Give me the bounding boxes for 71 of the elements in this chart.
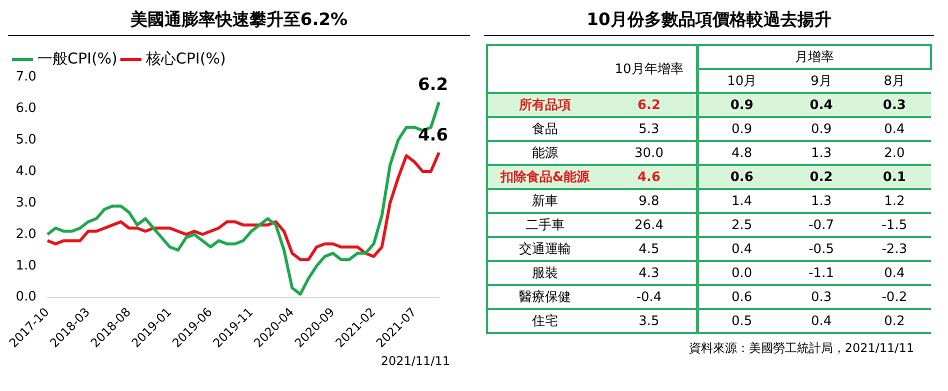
category-label: 新車: [532, 194, 558, 209]
category-label: 扣除食品&能源: [500, 170, 590, 185]
text: 10月份多數品項價格較過去揚升: [484, 8, 934, 36]
text: 0.3: [810, 290, 832, 304]
text: 1.4: [732, 194, 752, 208]
text: 5.3: [638, 122, 660, 136]
text: 1.2: [884, 194, 905, 208]
legend-label: 核心CPI(%): [144, 49, 226, 68]
text: 0.9: [810, 122, 832, 136]
text: 30.0: [634, 146, 664, 160]
category-label: 住宅: [532, 314, 558, 329]
text: 4.3: [638, 266, 660, 280]
category-label: 8月: [858, 69, 931, 93]
y-tick-label: 5.0: [16, 132, 36, 148]
text: 0.0: [732, 266, 752, 280]
text: 4.6: [637, 170, 661, 184]
text: -0.5: [808, 242, 834, 256]
text: 2021/11/11: [380, 354, 451, 368]
text: 1.3: [810, 194, 832, 208]
category-label: 醫療保健: [519, 290, 571, 305]
text: -0.7: [808, 218, 834, 232]
text: 9.8: [638, 194, 660, 208]
category-label: 9月: [784, 69, 858, 93]
y-tick-label: 4.0: [16, 164, 36, 179]
text: 0.4: [884, 122, 905, 136]
text: 6.2: [637, 98, 661, 112]
text: 0.4: [810, 314, 832, 328]
text: 0.4: [732, 242, 752, 256]
source-note: 資料來源：美國勞工統計局，2021/11/11: [688, 340, 915, 357]
text: 0.4: [884, 266, 905, 280]
y-tick-label: 6.0: [16, 100, 36, 116]
text: 2.0: [884, 146, 905, 160]
text: 0.6: [730, 170, 754, 184]
text: -2.3: [882, 242, 908, 256]
text: 0.4: [810, 98, 833, 112]
text: 0.9: [732, 122, 752, 136]
text: 4.5: [638, 242, 660, 256]
data-label: 4.6: [418, 125, 448, 146]
legend-label: 一般CPI(%): [38, 49, 118, 68]
y-tick-label: 7.0: [16, 69, 36, 84]
text: 0.9: [730, 98, 754, 112]
text: -1.1: [808, 266, 834, 280]
category-label: 能源: [532, 146, 558, 161]
text: -1.5: [882, 218, 908, 232]
category-label: 二手車: [526, 218, 564, 233]
text: 0.1: [882, 170, 906, 184]
chart-title: 美國通膨率快速攀升至6.2%: [8, 8, 470, 36]
y-tick-label: 3.0: [16, 195, 36, 210]
text: -0.2: [882, 290, 908, 304]
text: 0.5: [732, 314, 752, 328]
category-label: 食品: [532, 122, 558, 137]
text: 2.5: [732, 218, 752, 232]
text: 26.4: [634, 218, 664, 232]
category-label: 交通運輸: [519, 242, 571, 257]
text: 0.2: [810, 170, 833, 184]
text: 0.6: [732, 290, 752, 304]
category-label: 服裝: [532, 266, 558, 281]
data-label: 6.2: [418, 75, 448, 96]
category-label: 所有品項: [519, 98, 571, 113]
text: -0.4: [636, 290, 662, 304]
category-label: 10月: [698, 69, 785, 93]
category-label: 10月年增率: [602, 45, 698, 93]
text: 0.3: [882, 98, 906, 112]
text: 1.3: [810, 146, 832, 160]
text: 4.8: [732, 146, 752, 160]
text: 月增率: [698, 45, 931, 69]
text: 0.2: [884, 314, 905, 328]
y-tick-label: 1.0: [16, 258, 36, 274]
y-tick-label: 0.0: [16, 290, 36, 305]
text: 3.5: [638, 314, 660, 328]
y-tick-label: 2.0: [16, 226, 36, 242]
